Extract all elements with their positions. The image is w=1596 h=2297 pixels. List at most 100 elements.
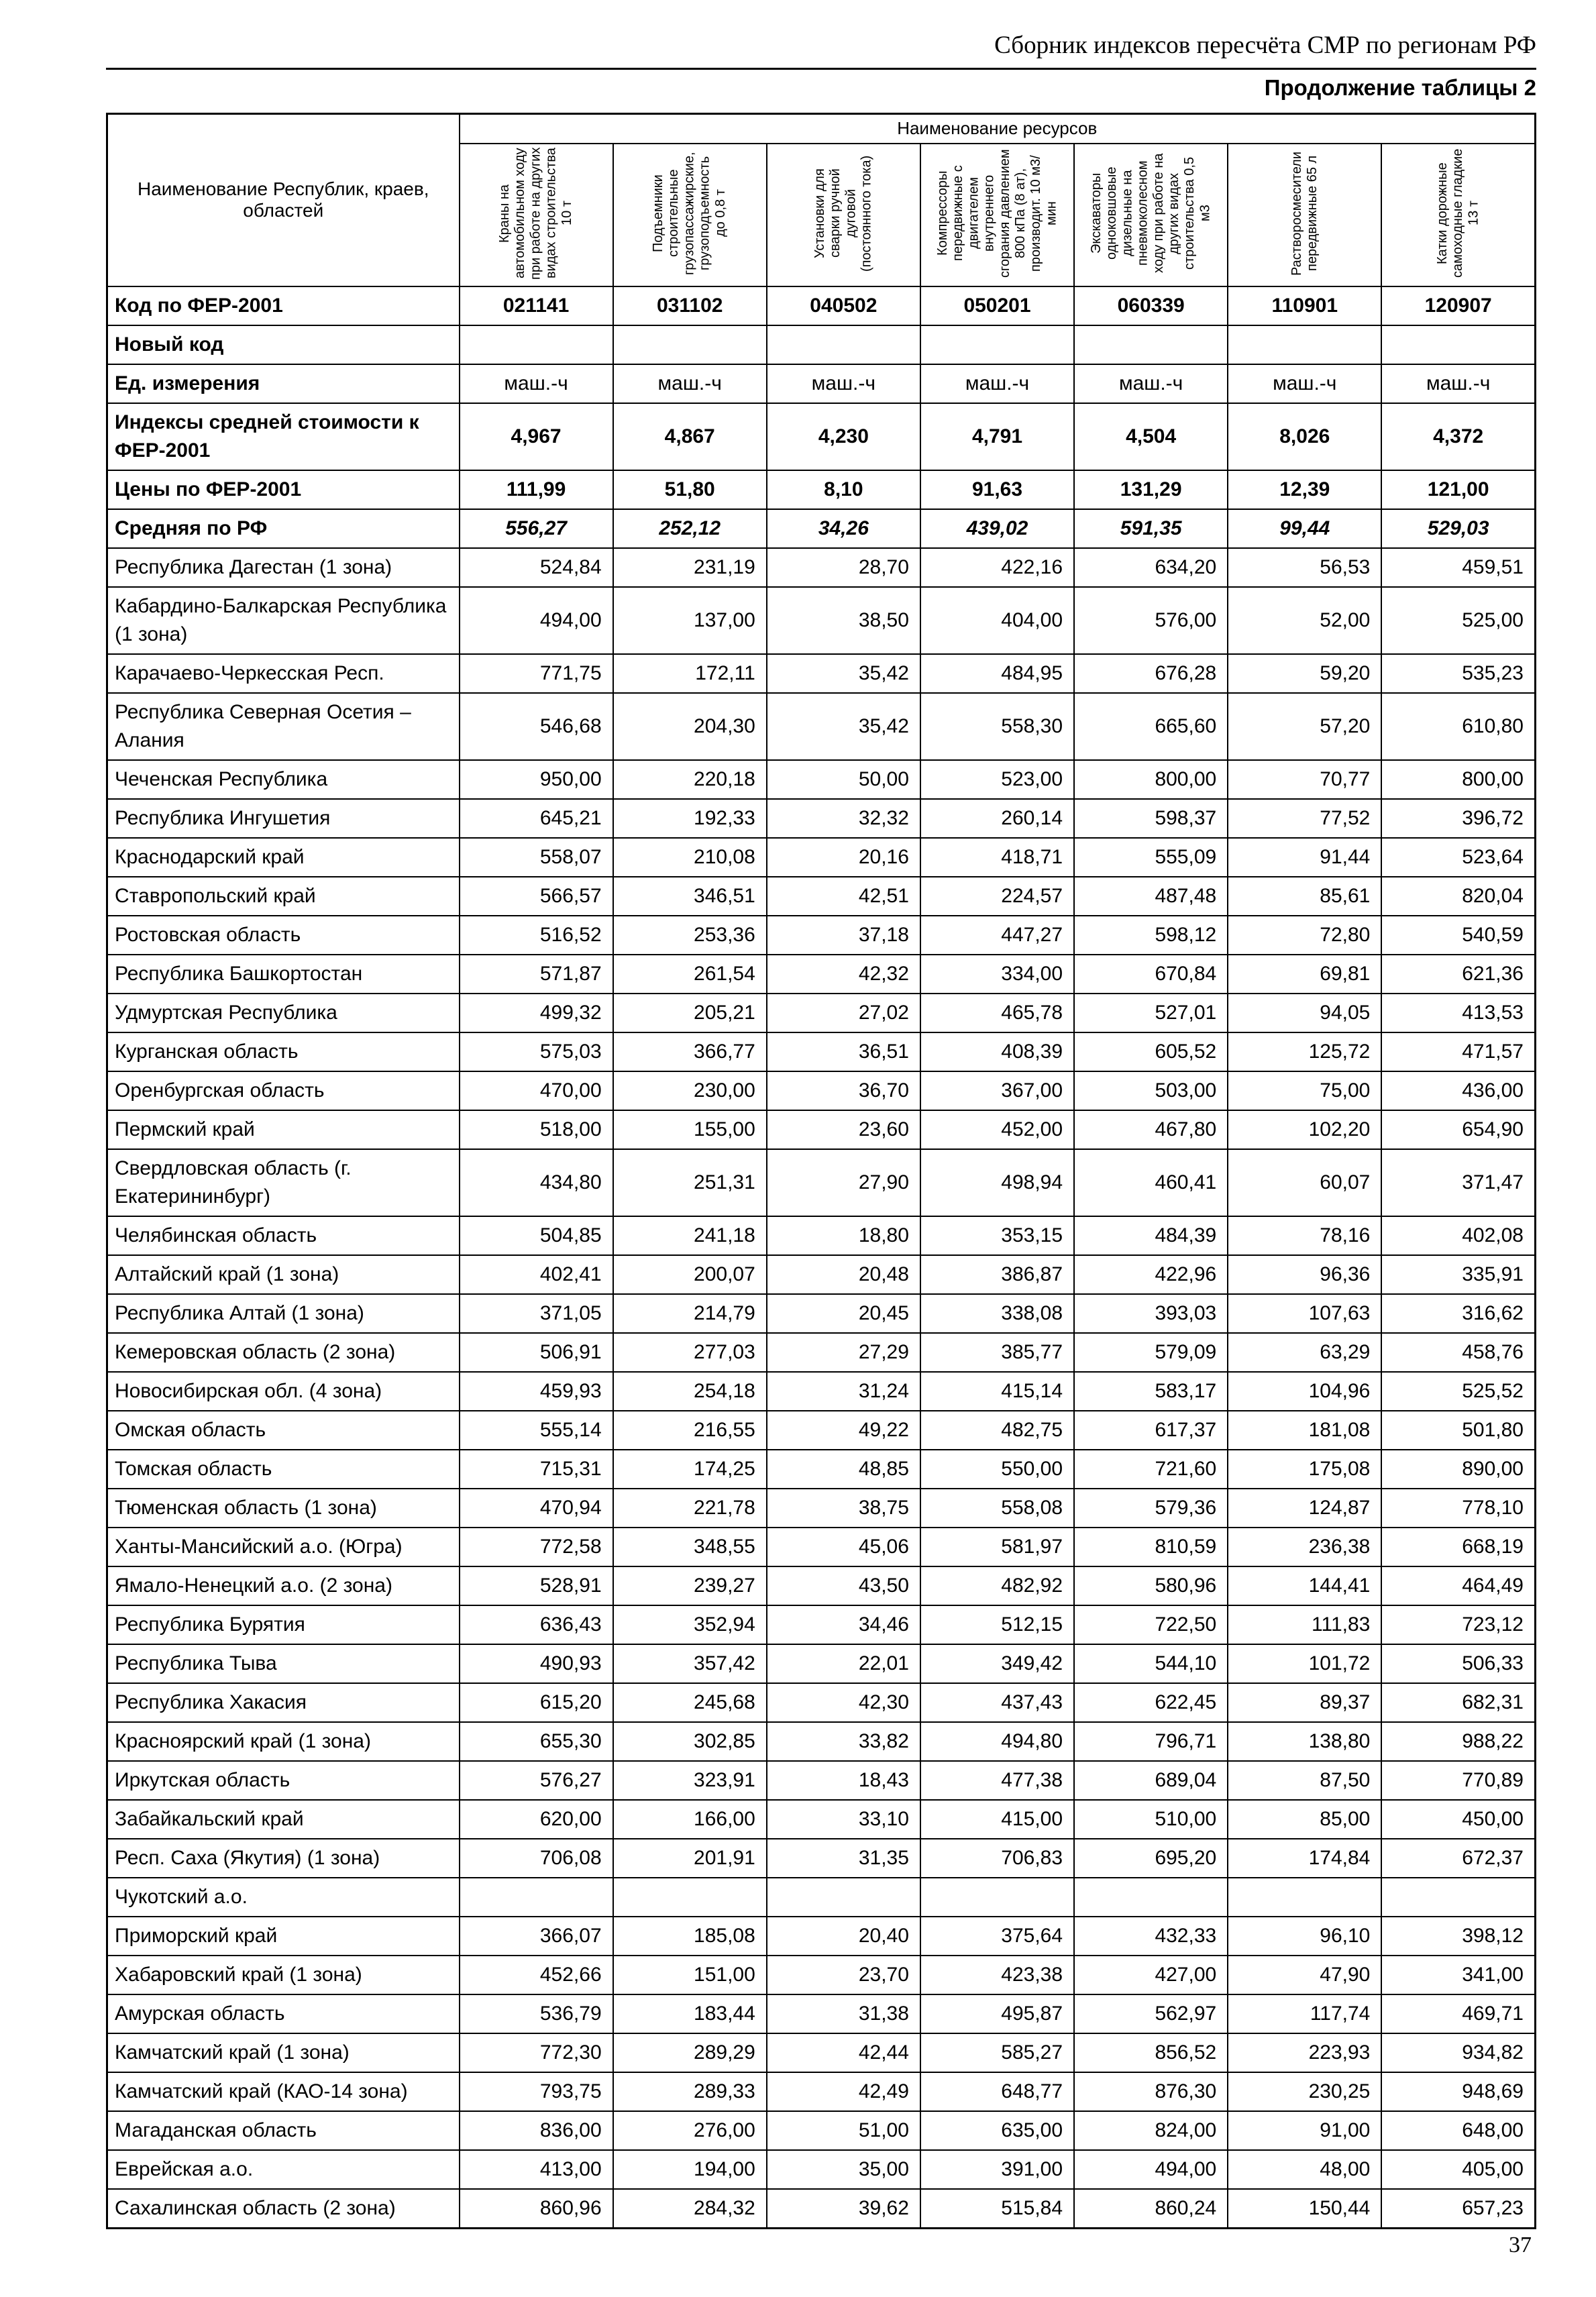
value-cell: 137,00 [612,586,767,655]
value-cell: 349,42 [919,1643,1075,1684]
value-cell: 824,00 [1073,2110,1229,2151]
value-cell: 47,90 [1227,1954,1383,1995]
value-cell: 386,87 [919,1254,1075,1295]
region-column-header: Наименование Республик, краев, областей [106,113,460,287]
value-cell: 172,11 [612,653,767,694]
value-cell: 353,15 [919,1215,1075,1256]
value-cell: 56,53 [1227,547,1383,588]
resource-column-header-1: Краны на автомобильном ходу при работе н… [458,142,614,287]
region-row: Томская область 715,31 174,25 48,85 550,00 72… [106,1448,1536,1489]
value-cell: 223,93 [1227,2032,1383,2073]
value-cell: 437,43 [919,1682,1075,1723]
value-cell: 39,62 [765,2188,921,2229]
value-cell: 4,230 [765,402,921,471]
value-cell: 174,25 [612,1448,767,1489]
value-cell: 8,026 [1227,402,1383,471]
row-label-cell: Республика Бурятия [106,1604,460,1645]
value-cell: 57,20 [1227,692,1383,761]
value-cell: 260,14 [919,798,1075,839]
value-cell: 778,10 [1381,1487,1536,1528]
region-row: Челябинская область 504,85 241,18 18,80 353,… [106,1215,1536,1256]
region-row: Свердловская область (г. Екатерининбург)… [106,1148,1536,1217]
value-cell: 820,04 [1381,875,1536,916]
value-cell: 576,00 [1073,586,1229,655]
value-cell: 22,01 [765,1643,921,1684]
resource-column-header-text: Установки для сварки ручной дуговой (пос… [812,154,874,272]
value-cell: 415,00 [919,1799,1075,1839]
region-row: Кабардино-Балкарская Республика (1 зона)… [106,586,1536,655]
value-cell: 422,16 [919,547,1075,588]
value-cell: 111,83 [1227,1604,1383,1645]
value-cell [458,1876,614,1917]
value-cell: 413,53 [1381,992,1536,1033]
region-row: Республика Алтай (1 зона) 371,05 214,79 20,… [106,1293,1536,1334]
value-cell: 28,70 [765,547,921,588]
value-cell: 338,08 [919,1293,1075,1334]
value-cell: 404,00 [919,586,1075,655]
meta-row-units: Ед. измерения маш.-ч маш.-ч маш.-ч маш.-ч маш… [106,363,1536,404]
value-cell: 459,51 [1381,547,1536,588]
row-label-cell: Пермский край [106,1109,460,1150]
value-cell: 396,72 [1381,798,1536,839]
value-cell: 72,80 [1227,914,1383,955]
value-cell: 523,00 [919,759,1075,800]
value-cell: 23,60 [765,1109,921,1150]
table-continuation-label: Продолжение таблицы 2 [1264,75,1536,100]
value-cell: 467,80 [1073,1109,1229,1150]
value-cell: 49,22 [765,1409,921,1450]
value-cell: 37,18 [765,914,921,955]
row-label-cell: Алтайский край (1 зона) [106,1254,460,1295]
resource-column-header-text: Растворосмесители передвижные 65 л [1289,151,1320,276]
value-cell: 040502 [765,285,921,326]
value-cell: 031102 [612,285,767,326]
value-cell: 4,791 [919,402,1075,471]
value-cell: 8,10 [765,469,921,510]
value-cell: 36,70 [765,1070,921,1111]
value-cell: 125,72 [1227,1031,1383,1072]
value-cell: 316,62 [1381,1293,1536,1334]
value-cell: 185,08 [612,1915,767,1956]
value-cell: 575,03 [458,1031,614,1072]
value-cell: 174,84 [1227,1837,1383,1878]
value-cell: 216,55 [612,1409,767,1450]
value-cell [1381,324,1536,365]
value-cell: 579,09 [1073,1332,1229,1373]
row-label-cell: Респ. Саха (Якутия) (1 зона) [106,1837,460,1878]
value-cell: 91,63 [919,469,1075,510]
region-row: Пермский край 518,00 155,00 23,60 452,00 467,… [106,1109,1536,1150]
value-cell: 665,60 [1073,692,1229,761]
value-cell: 654,90 [1381,1109,1536,1150]
resource-column-header-2: Подъемники строительные грузопассажирски… [612,142,767,287]
value-cell: 241,18 [612,1215,767,1256]
resource-column-header-text: Катки дорожные самоходные гладкие 13 т [1434,148,1481,278]
value-cell: 617,37 [1073,1409,1229,1450]
row-label-cell: Новосибирская обл. (4 зона) [106,1371,460,1411]
row-label-cell: Магаданская область [106,2110,460,2151]
value-cell: 934,82 [1381,2032,1536,2073]
value-cell: 503,00 [1073,1070,1229,1111]
value-cell [765,324,921,365]
value-cell [919,324,1075,365]
value-cell: 27,90 [765,1148,921,1217]
value-cell: 715,31 [458,1448,614,1489]
value-cell: 498,94 [919,1148,1075,1217]
value-cell: 346,51 [612,875,767,916]
value-cell: 138,80 [1227,1721,1383,1762]
value-cell: 800,00 [1073,759,1229,800]
value-cell: 99,44 [1227,508,1383,549]
value-cell: 482,75 [919,1409,1075,1450]
region-row: Ростовская область 516,52 253,36 37,18 447,2… [106,914,1536,955]
region-row: Республика Ингушетия 645,21 192,33 32,32 260… [106,798,1536,839]
value-cell: 772,30 [458,2032,614,2073]
value-cell: 555,14 [458,1409,614,1450]
value-cell: 558,30 [919,692,1075,761]
row-label-cell: Иркутская область [106,1760,460,1801]
value-cell: 405,00 [1381,2149,1536,2190]
row-label-cell: Кабардино-Балкарская Республика (1 зона) [106,586,460,655]
value-cell: 470,94 [458,1487,614,1528]
value-cell: 107,63 [1227,1293,1383,1334]
value-cell: 78,16 [1227,1215,1383,1256]
region-row: Краснодарский край 558,07 210,08 20,16 418,7… [106,837,1536,877]
value-cell: 402,41 [458,1254,614,1295]
